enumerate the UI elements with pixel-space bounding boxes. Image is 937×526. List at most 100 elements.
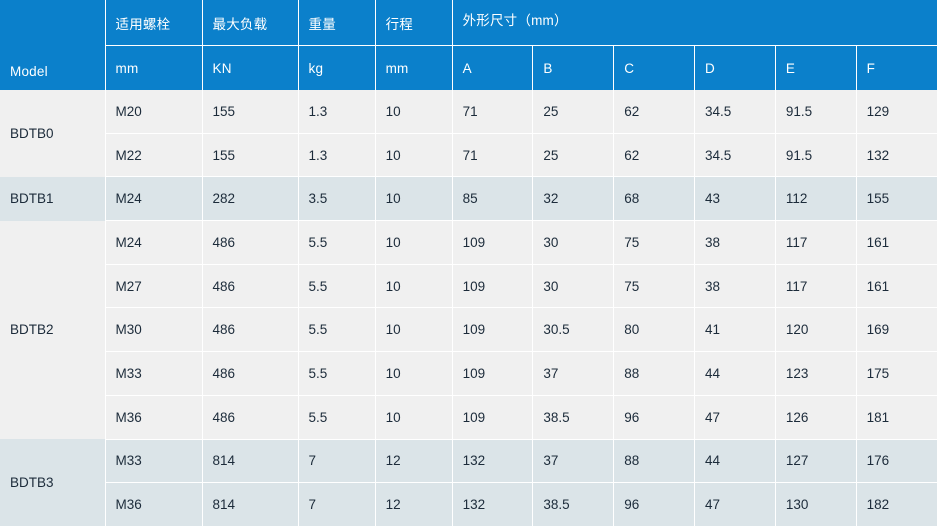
cell-f: 132 [856, 133, 937, 178]
header-dim-a: A [452, 45, 534, 90]
table-row: M36 486 5.5 10 109 38.5 96 47 126 181 [0, 395, 937, 440]
header-load-unit: KN [202, 45, 299, 90]
cell-f: 181 [856, 395, 937, 440]
header-bolt-unit: mm [105, 45, 203, 90]
cell-bolt: M33 [105, 439, 203, 484]
cell-bolt: M22 [105, 133, 203, 178]
cell-weight: 7 [298, 439, 376, 484]
table-row: M22 155 1.3 10 71 25 62 34.5 91.5 132 [0, 133, 937, 178]
cell-weight: 5.5 [298, 307, 376, 353]
header-weight-title: 重量 [298, 0, 376, 46]
header-model: Model [0, 0, 106, 90]
cell-c: 62 [613, 90, 696, 134]
cell-f: 176 [856, 439, 937, 484]
cell-bolt: M24 [105, 220, 203, 265]
cell-b: 37 [532, 351, 615, 396]
cell-load: 486 [202, 220, 299, 265]
header-bolt-title: 适用螺栓 [105, 0, 203, 46]
cell-weight: 1.3 [298, 133, 376, 178]
cell-e: 91.5 [775, 133, 857, 178]
cell-b: 30 [532, 264, 615, 309]
cell-bolt: M30 [105, 307, 203, 353]
cell-c: 75 [613, 220, 696, 265]
cell-a: 109 [452, 307, 534, 353]
cell-load: 486 [202, 351, 299, 396]
cell-d: 47 [694, 482, 776, 526]
table-row: M27 486 5.5 10 109 30 75 38 117 161 [0, 264, 937, 309]
cell-bolt: M36 [105, 482, 203, 526]
cell-stroke: 10 [375, 351, 453, 396]
cell-c: 88 [613, 351, 696, 396]
table-header: Model 适用螺栓 最大负载 重量 行程 外形尺寸（mm） mm KN kg … [0, 0, 937, 90]
model-group-cell: BDTB3 [0, 439, 106, 526]
cell-weight: 5.5 [298, 220, 376, 265]
cell-load: 486 [202, 307, 299, 353]
cell-d: 47 [694, 395, 776, 440]
cell-d: 34.5 [694, 90, 776, 134]
cell-stroke: 10 [375, 395, 453, 440]
cell-f: 182 [856, 482, 937, 526]
cell-b: 25 [532, 133, 615, 178]
cell-d: 44 [694, 439, 776, 484]
header-row-title: Model 适用螺栓 最大负载 重量 行程 外形尺寸（mm） [0, 0, 937, 90]
cell-a: 71 [452, 90, 534, 134]
cell-bolt: M24 [105, 176, 203, 222]
cell-b: 25 [532, 90, 615, 134]
cell-c: 80 [613, 307, 696, 353]
cell-bolt: M36 [105, 395, 203, 440]
header-row-units: mm KN kg mm A B C D E F [0, 45, 937, 90]
cell-e: 127 [775, 439, 857, 484]
cell-a: 71 [452, 133, 534, 178]
cell-bolt: M27 [105, 264, 203, 309]
cell-a: 132 [452, 439, 534, 484]
cell-weight: 5.5 [298, 264, 376, 309]
header-dim-b: B [532, 45, 615, 90]
header-dim-c: C [613, 45, 696, 90]
table-row: BDTB1 M24 282 3.5 10 85 32 68 43 112 155 [0, 176, 937, 222]
model-group-cell: BDTB1 [0, 176, 106, 221]
cell-b: 32 [532, 176, 615, 222]
cell-c: 96 [613, 482, 696, 526]
cell-stroke: 12 [375, 439, 453, 484]
cell-d: 43 [694, 176, 776, 222]
header-load-title: 最大负载 [202, 0, 299, 46]
cell-weight: 5.5 [298, 395, 376, 440]
cell-e: 123 [775, 351, 857, 396]
cell-d: 38 [694, 264, 776, 309]
cell-load: 486 [202, 395, 299, 440]
cell-stroke: 10 [375, 220, 453, 265]
cell-c: 62 [613, 133, 696, 178]
cell-a: 85 [452, 176, 534, 222]
cell-e: 120 [775, 307, 857, 353]
table-row: M36 814 7 12 132 38.5 96 47 130 182 [0, 482, 937, 526]
table-body: BDTB0 M20 155 1.3 10 71 25 62 34.5 91.5 129 M22 155 1… [0, 90, 937, 526]
cell-b: 38.5 [532, 395, 615, 440]
table-row: M30 486 5.5 10 109 30.5 80 41 120 169 [0, 307, 937, 353]
cell-c: 68 [613, 176, 696, 222]
cell-f: 155 [856, 176, 937, 222]
cell-b: 30 [532, 220, 615, 265]
cell-bolt: M33 [105, 351, 203, 396]
cell-a: 109 [452, 220, 534, 265]
cell-e: 117 [775, 220, 857, 265]
cell-a: 109 [452, 264, 534, 309]
cell-b: 30.5 [532, 307, 615, 353]
cell-stroke: 10 [375, 176, 453, 222]
cell-load: 282 [202, 176, 299, 222]
cell-f: 129 [856, 90, 937, 134]
header-stroke-unit: mm [375, 45, 453, 90]
cell-a: 132 [452, 482, 534, 526]
cell-f: 161 [856, 264, 937, 309]
cell-a: 109 [452, 395, 534, 440]
cell-f: 175 [856, 351, 937, 396]
cell-c: 96 [613, 395, 696, 440]
table-row: BDTB0 M20 155 1.3 10 71 25 62 34.5 91.5 129 [0, 90, 937, 177]
cell-e: 117 [775, 264, 857, 309]
header-weight-unit: kg [298, 45, 376, 90]
header-dimensions-title: 外形尺寸（mm） [452, 0, 937, 46]
cell-weight: 5.5 [298, 351, 376, 396]
cell-weight: 3.5 [298, 176, 376, 222]
cell-d: 38 [694, 220, 776, 265]
cell-f: 161 [856, 220, 937, 265]
